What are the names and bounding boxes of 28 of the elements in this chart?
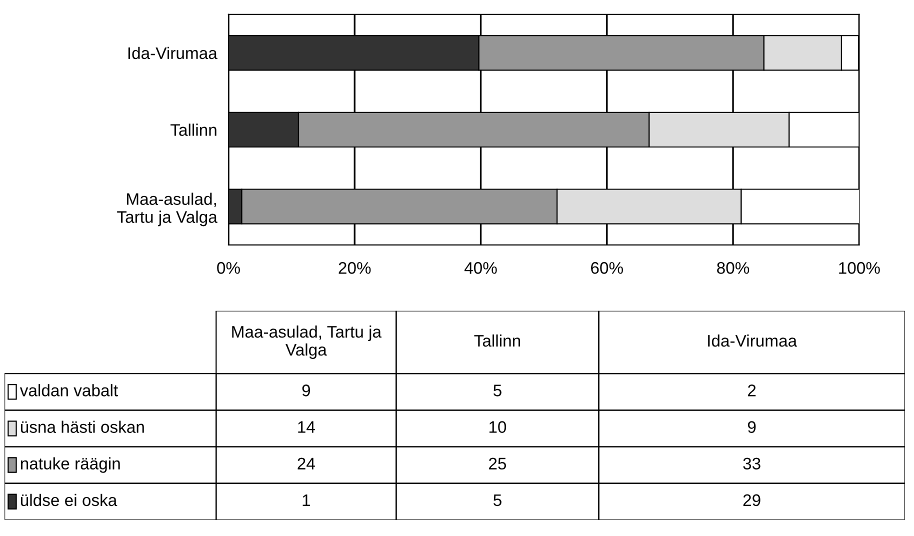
x-tick-label: 80%: [717, 262, 750, 274]
data-label: 33: [743, 458, 760, 470]
data-label: 10: [489, 421, 506, 433]
y-tick-label: Maa-asulad, Tartu ja Valga: [117, 192, 218, 226]
x-tick-label: 40%: [464, 262, 497, 274]
data-label: 1: [302, 494, 310, 506]
x-tick-label: 20%: [338, 262, 371, 274]
data-label: 25: [489, 458, 506, 470]
data-label: 2: [748, 384, 756, 396]
data-label: 9: [302, 384, 310, 396]
x-tick-label: 0%: [217, 262, 240, 274]
x-tick-label: 100%: [839, 262, 880, 274]
data-label: 24: [298, 458, 315, 470]
category-label: Maa-asulad, Tartu ja Valga: [232, 325, 382, 359]
data-label: 29: [743, 494, 760, 506]
x-tick-label: 60%: [591, 262, 623, 274]
category-label: Tallinn: [474, 334, 520, 347]
legend-label: üldse ei oska: [21, 494, 118, 506]
legend-label: valdan vabalt: [20, 384, 118, 396]
category-label: Ida-Virumaa: [708, 334, 798, 347]
data-label: 5: [494, 494, 502, 506]
data-label: 5: [494, 384, 502, 396]
data-label: 14: [298, 421, 315, 433]
legend-label: üsna hästi oskan: [21, 420, 144, 433]
legend-label: natuke räägin: [20, 457, 120, 473]
y-tick-label: Tallinn: [170, 124, 216, 136]
data-label: 9: [748, 421, 756, 433]
y-tick-label: Ida-Virumaa: [128, 46, 218, 60]
